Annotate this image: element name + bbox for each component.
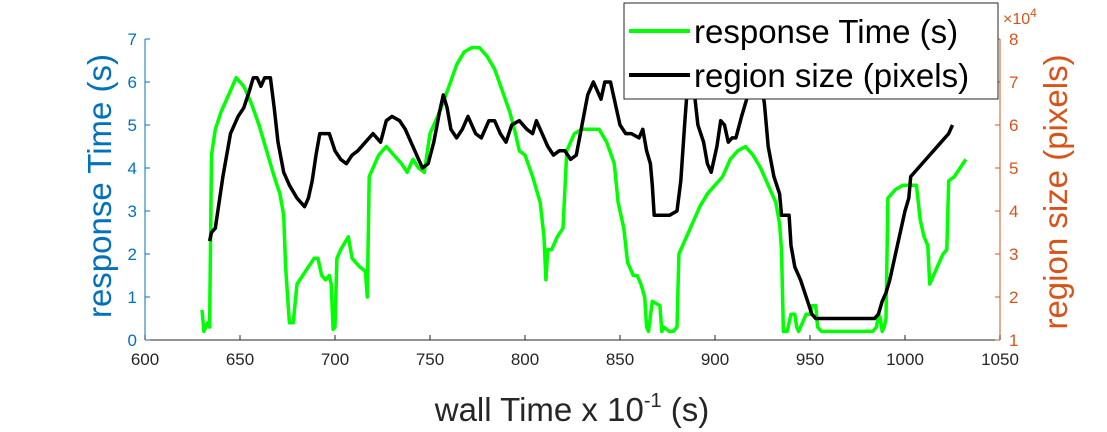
y-left-tick-label: 3	[128, 202, 137, 221]
y-left-tick-label: 1	[128, 288, 137, 307]
y-left-tick-label: 2	[128, 245, 137, 264]
y-left-label: response Time (s)	[81, 54, 118, 318]
x-tick-label: 1050	[981, 350, 1019, 369]
x-tick-label: 950	[796, 350, 824, 369]
x-label: wall Time x 10-1 (s)	[434, 390, 710, 428]
x-tick-label: 900	[701, 350, 729, 369]
y-left-tick-label: 4	[128, 159, 137, 178]
y-right-tick-label: 7	[1009, 73, 1018, 92]
y-left-tick-label: 7	[128, 30, 137, 49]
legend-label-region: region size (pixels)	[694, 57, 969, 94]
y-right-tick-label: 5	[1009, 159, 1018, 178]
x-tick-label: 850	[606, 350, 634, 369]
y-right-label: region size (pixels)	[1037, 54, 1074, 329]
y-left-tick-label: 5	[128, 116, 137, 135]
y-right-tick-label: 3	[1009, 245, 1018, 264]
y-right-tick-label: 2	[1009, 288, 1018, 307]
series-line-region-size	[207, 67, 955, 321]
x-tick-label: 800	[511, 350, 539, 369]
legend-box	[623, 2, 999, 100]
x-tick-label: 700	[321, 350, 349, 369]
y-right-tick-label: 6	[1009, 116, 1018, 135]
legend: response Time (s) region size (pixels)	[623, 2, 999, 100]
x-label-exp: -1	[644, 390, 662, 412]
right-exponent-base: ×10	[1003, 11, 1030, 28]
x-tick-label: 600	[131, 350, 159, 369]
x-tick-label: 650	[226, 350, 254, 369]
right-exponent: ×104	[1003, 6, 1037, 28]
y-right-tick-label: 8	[1009, 30, 1018, 49]
y-right-tick-label: 1	[1009, 331, 1018, 350]
y-left-tick-label: 6	[128, 73, 137, 92]
legend-label-response: response Time (s)	[694, 13, 958, 50]
x-tick-label: 750	[416, 350, 444, 369]
y-left-tick-label: 0	[128, 331, 137, 350]
series-line-response-time	[200, 45, 968, 334]
y-right-tick-label: 4	[1009, 202, 1018, 221]
x-tick-label: 1000	[886, 350, 924, 369]
right-exponent-power: 4	[1030, 6, 1037, 20]
x-label-unit: (s)	[662, 391, 710, 428]
x-label-main: wall Time x 10	[434, 391, 644, 428]
